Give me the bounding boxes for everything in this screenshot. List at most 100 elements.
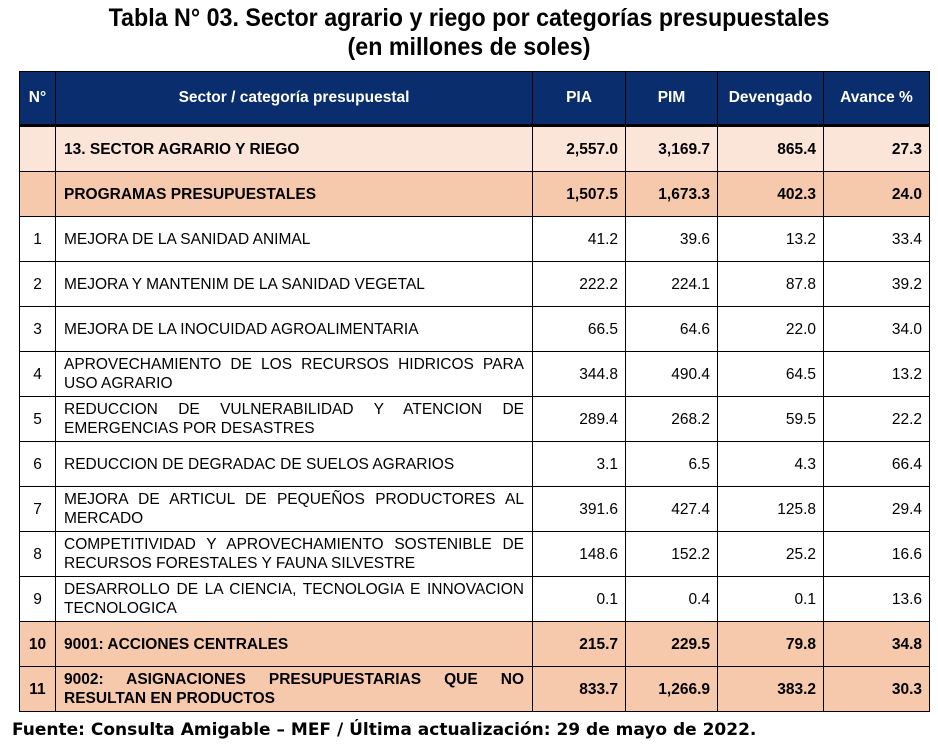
cell-pia: 391.6 bbox=[532, 486, 626, 532]
cell-avance: 33.4 bbox=[823, 216, 930, 262]
cell-num: 11 bbox=[19, 666, 56, 712]
table-row: 6 REDUCCION DE DEGRADAC DE SUELOS AGRARI… bbox=[19, 441, 930, 487]
cell-pim: 0.4 bbox=[625, 576, 718, 622]
header-pia: PIA bbox=[532, 71, 626, 126]
cell-name: 9001: ACCIONES CENTRALES bbox=[55, 621, 533, 667]
table-row: 4 APROVECHAMIENTO DE LOS RECURSOS HIDRIC… bbox=[19, 351, 930, 397]
cell-name: 13. SECTOR AGRARIO Y RIEGO bbox=[55, 124, 533, 172]
cell-pia: 215.7 bbox=[532, 621, 626, 667]
cell-avance: 27.3 bbox=[823, 124, 930, 172]
cell-devengado: 64.5 bbox=[717, 351, 824, 397]
cell-num: 6 bbox=[19, 441, 56, 487]
cell-pim: 229.5 bbox=[625, 621, 718, 667]
table-row-programas-total: PROGRAMAS PRESUPUESTALES 1,507.5 1,673.3… bbox=[19, 171, 930, 217]
table-title: Tabla N° 03. Sector agrario y riego por … bbox=[33, 4, 905, 62]
table-row: 5 REDUCCION DE VULNERABILIDAD Y ATENCION… bbox=[19, 396, 930, 442]
cell-name: 9002: ASIGNACIONES PRESUPUESTARIAS QUE N… bbox=[55, 666, 533, 712]
cell-devengado: 13.2 bbox=[717, 216, 824, 262]
table-row-acciones-centrales: 10 9001: ACCIONES CENTRALES 215.7 229.5 … bbox=[19, 621, 930, 667]
table-header-row: N° Sector / categoría presupuestal PIA P… bbox=[19, 71, 930, 126]
table-row: 3 MEJORA DE LA INOCUIDAD AGROALIMENTARIA… bbox=[19, 306, 930, 352]
table-row-sector-total: 13. SECTOR AGRARIO Y RIEGO 2,557.0 3,169… bbox=[19, 124, 930, 172]
cell-pim: 427.4 bbox=[625, 486, 718, 532]
cell-num bbox=[19, 171, 56, 217]
cell-pia: 2,557.0 bbox=[532, 124, 626, 172]
header-avance: Avance % bbox=[823, 71, 930, 126]
cell-num: 10 bbox=[19, 621, 56, 667]
cell-num: 3 bbox=[19, 306, 56, 352]
cell-devengado: 125.8 bbox=[717, 486, 824, 532]
cell-pia: 222.2 bbox=[532, 261, 626, 307]
cell-name: MEJORA Y MANTENIM DE LA SANIDAD VEGETAL bbox=[55, 261, 533, 307]
cell-devengado: 0.1 bbox=[717, 576, 824, 622]
cell-num: 2 bbox=[19, 261, 56, 307]
header-pim: PIM bbox=[625, 71, 718, 126]
cell-avance: 13.6 bbox=[823, 576, 930, 622]
cell-pim: 152.2 bbox=[625, 531, 718, 577]
cell-num: 8 bbox=[19, 531, 56, 577]
cell-num: 1 bbox=[19, 216, 56, 262]
cell-pia: 148.6 bbox=[532, 531, 626, 577]
cell-avance: 24.0 bbox=[823, 171, 930, 217]
table-row: 2 MEJORA Y MANTENIM DE LA SANIDAD VEGETA… bbox=[19, 261, 930, 307]
header-name: Sector / categoría presupuestal bbox=[55, 71, 533, 126]
cell-name: MEJORA DE ARTICUL DE PEQUEÑOS PRODUCTORE… bbox=[55, 486, 533, 532]
table-row: 7 MEJORA DE ARTICUL DE PEQUEÑOS PRODUCTO… bbox=[19, 486, 930, 532]
cell-avance: 34.0 bbox=[823, 306, 930, 352]
cell-pim: 1,673.3 bbox=[625, 171, 718, 217]
cell-devengado: 22.0 bbox=[717, 306, 824, 352]
header-num: N° bbox=[19, 71, 56, 126]
cell-devengado: 59.5 bbox=[717, 396, 824, 442]
cell-num bbox=[19, 124, 56, 172]
cell-devengado: 865.4 bbox=[717, 124, 824, 172]
cell-pia: 41.2 bbox=[532, 216, 626, 262]
cell-pia: 3.1 bbox=[532, 441, 626, 487]
cell-avance: 16.6 bbox=[823, 531, 930, 577]
title-line-1: Tabla N° 03. Sector agrario y riego por … bbox=[108, 4, 830, 32]
cell-num: 5 bbox=[19, 396, 56, 442]
cell-devengado: 383.2 bbox=[717, 666, 824, 712]
cell-pim: 6.5 bbox=[625, 441, 718, 487]
cell-pim: 1,266.9 bbox=[625, 666, 718, 712]
title-line-2: (en millones de soles) bbox=[347, 33, 591, 61]
cell-num: 9 bbox=[19, 576, 56, 622]
cell-avance: 29.4 bbox=[823, 486, 930, 532]
table-row: 1 MEJORA DE LA SANIDAD ANIMAL 41.2 39.6 … bbox=[19, 216, 930, 262]
cell-devengado: 4.3 bbox=[717, 441, 824, 487]
cell-pim: 39.6 bbox=[625, 216, 718, 262]
cell-name: REDUCCION DE VULNERABILIDAD Y ATENCION D… bbox=[55, 396, 533, 442]
cell-name: PROGRAMAS PRESUPUESTALES bbox=[55, 171, 533, 217]
table-row-asignaciones-presupuestarias: 11 9002: ASIGNACIONES PRESUPUESTARIAS QU… bbox=[19, 666, 930, 712]
cell-avance: 66.4 bbox=[823, 441, 930, 487]
cell-name: COMPETITIVIDAD Y APROVECHAMIENTO SOSTENI… bbox=[55, 531, 533, 577]
cell-pim: 3,169.7 bbox=[625, 124, 718, 172]
cell-pia: 0.1 bbox=[532, 576, 626, 622]
cell-pia: 66.5 bbox=[532, 306, 626, 352]
cell-pim: 268.2 bbox=[625, 396, 718, 442]
cell-pia: 344.8 bbox=[532, 351, 626, 397]
budget-table: N° Sector / categoría presupuestal PIA P… bbox=[19, 71, 930, 712]
cell-num: 7 bbox=[19, 486, 56, 532]
cell-pim: 490.4 bbox=[625, 351, 718, 397]
cell-avance: 34.8 bbox=[823, 621, 930, 667]
cell-num: 4 bbox=[19, 351, 56, 397]
cell-avance: 22.2 bbox=[823, 396, 930, 442]
cell-pia: 833.7 bbox=[532, 666, 626, 712]
cell-avance: 13.2 bbox=[823, 351, 930, 397]
cell-name: REDUCCION DE DEGRADAC DE SUELOS AGRARIOS bbox=[55, 441, 533, 487]
cell-avance: 30.3 bbox=[823, 666, 930, 712]
cell-devengado: 402.3 bbox=[717, 171, 824, 217]
cell-devengado: 79.8 bbox=[717, 621, 824, 667]
source-note: Fuente: Consulta Amigable – MEF / Última… bbox=[12, 720, 757, 740]
cell-pia: 289.4 bbox=[532, 396, 626, 442]
cell-name: DESARROLLO DE LA CIENCIA, TECNOLOGIA E I… bbox=[55, 576, 533, 622]
cell-devengado: 87.8 bbox=[717, 261, 824, 307]
header-devengado: Devengado bbox=[717, 71, 824, 126]
table-row: 9 DESARROLLO DE LA CIENCIA, TECNOLOGIA E… bbox=[19, 576, 930, 622]
cell-avance: 39.2 bbox=[823, 261, 930, 307]
cell-pim: 64.6 bbox=[625, 306, 718, 352]
cell-name: MEJORA DE LA SANIDAD ANIMAL bbox=[55, 216, 533, 262]
cell-devengado: 25.2 bbox=[717, 531, 824, 577]
cell-pim: 224.1 bbox=[625, 261, 718, 307]
cell-pia: 1,507.5 bbox=[532, 171, 626, 217]
